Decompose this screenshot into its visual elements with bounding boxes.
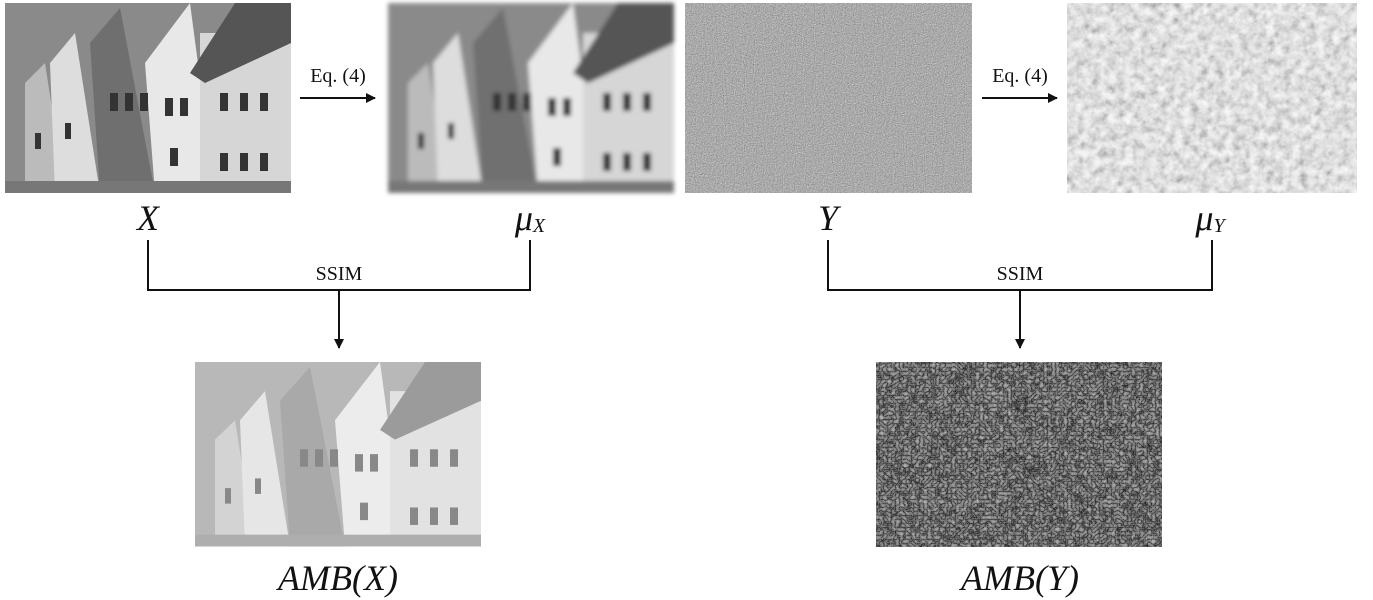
node-label: μX [514,198,546,238]
node-label: X [135,198,161,238]
image-mu-y [1067,3,1357,193]
label-part: μ [514,198,533,238]
image-y-noise [685,3,972,193]
edge-label: Eq. (4) [310,65,366,87]
label-part: μ [1194,198,1213,238]
node-label: AMB(Y) [959,558,1079,598]
image-mu-x [388,3,674,193]
node-label: AMB(X) [276,558,398,598]
label-part: Y [1213,215,1226,237]
label-part: X [135,198,161,238]
label-part: X [532,215,546,237]
label-part: Y [818,198,842,238]
node-label: μY [1194,198,1226,238]
node-label: Y [818,198,842,238]
image-amb-x-edges [195,362,481,547]
edge-label: Eq. (4) [992,65,1048,87]
image-x [5,3,291,193]
edge-label: SSIM [316,263,363,285]
image-amb-y-noise [876,362,1162,547]
edge-label: SSIM [997,263,1044,285]
